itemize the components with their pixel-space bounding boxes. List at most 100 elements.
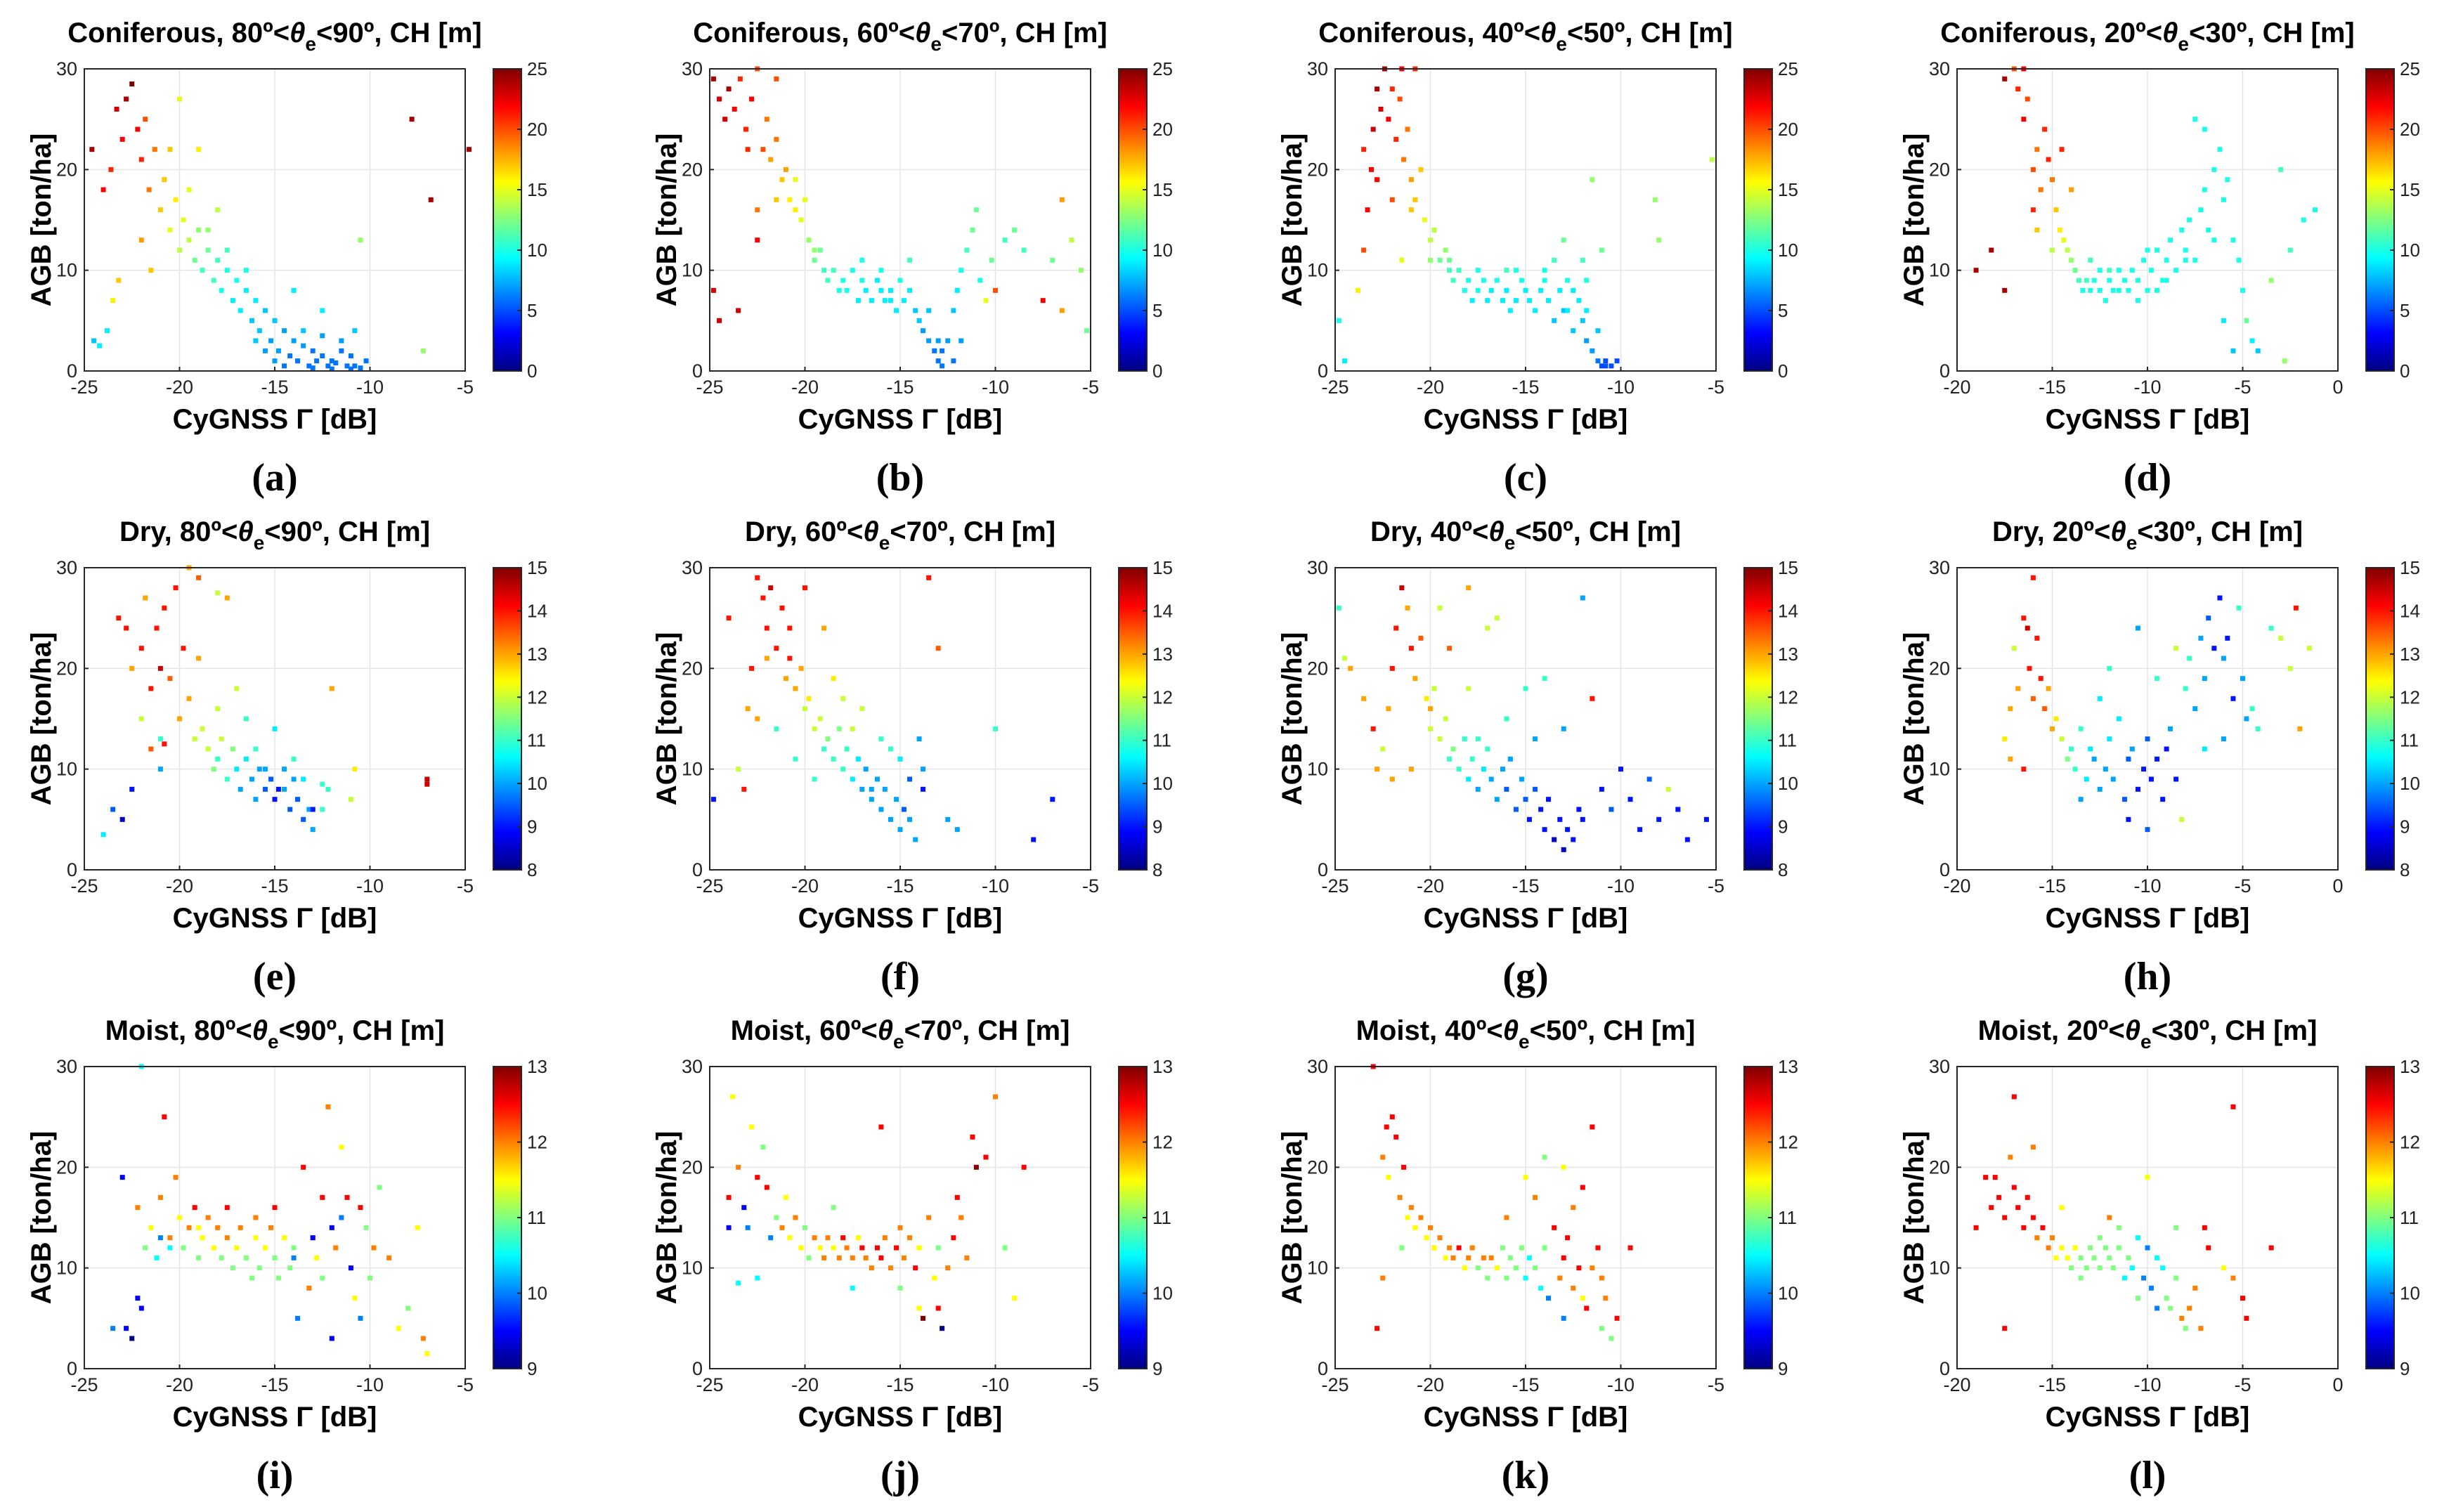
data-point xyxy=(760,1145,766,1150)
data-point xyxy=(2021,1225,2027,1230)
colorbar xyxy=(2366,1067,2394,1369)
panel-g: -25 -20 -15 -10 -5 0 10 20 30 CyGNSS Γ [dB] AGB [t… xyxy=(1277,516,1798,998)
data-point xyxy=(993,1094,998,1100)
chart-title: Coniferous, 40º<θe<50º, CH [m] xyxy=(1318,18,1732,55)
x-tick-label: -10 xyxy=(2133,875,2161,897)
data-point xyxy=(162,741,167,747)
data-point xyxy=(921,1315,926,1321)
data-point xyxy=(743,126,748,132)
data-point xyxy=(1428,257,1433,263)
colorbar-tick-label: 9 xyxy=(1152,1358,1162,1379)
panel-f: -25 -20 -15 -10 -5 0 10 20 30 CyGNSS Γ [dB] AGB [t… xyxy=(651,516,1173,998)
data-point xyxy=(768,585,774,591)
data-point xyxy=(320,1275,325,1281)
data-point xyxy=(806,1255,812,1260)
data-point xyxy=(2126,1255,2131,1260)
data-point xyxy=(325,786,331,792)
data-point xyxy=(363,1225,369,1230)
data-point xyxy=(926,308,932,313)
data-point xyxy=(840,1235,846,1241)
y-tick-label: 10 xyxy=(56,759,77,780)
colorbar-tick-label: 10 xyxy=(1778,773,1798,794)
data-point xyxy=(186,696,192,701)
data-point xyxy=(1481,278,1486,283)
data-point xyxy=(1703,816,1709,822)
data-point xyxy=(110,298,116,304)
x-tick-label: -5 xyxy=(2234,875,2251,897)
data-point xyxy=(817,247,823,253)
data-point xyxy=(1361,247,1367,253)
data-point xyxy=(1571,1205,1576,1211)
data-point xyxy=(2168,726,2173,731)
data-point xyxy=(320,353,325,358)
data-point xyxy=(282,786,287,792)
data-point xyxy=(262,786,268,792)
data-point xyxy=(110,807,116,812)
data-point xyxy=(831,1245,836,1251)
data-point xyxy=(2155,1255,2160,1260)
x-tick-label: -20 xyxy=(1417,875,1444,897)
data-point xyxy=(1466,686,1471,691)
data-point xyxy=(2046,1245,2051,1251)
data-point xyxy=(755,1275,760,1281)
data-point xyxy=(1565,827,1571,833)
x-tick-label: -5 xyxy=(457,1374,474,1395)
x-tick-label: -5 xyxy=(1708,875,1724,897)
colorbar-tick-label: 10 xyxy=(1778,240,1798,261)
data-point xyxy=(2107,665,2112,671)
data-point xyxy=(783,167,788,172)
data-point xyxy=(1397,1194,1403,1200)
data-point xyxy=(732,106,737,112)
data-point xyxy=(1348,665,1353,671)
y-tick-label: 20 xyxy=(1929,658,1950,679)
data-point xyxy=(2002,1215,2008,1220)
title-theta: θ xyxy=(1503,1015,1519,1046)
data-point xyxy=(874,1245,880,1251)
data-point xyxy=(2148,776,2154,782)
colorbar-tick-label: 11 xyxy=(2400,730,2419,751)
data-point xyxy=(2038,187,2043,193)
data-point xyxy=(2173,1275,2179,1281)
y-tick-label: 30 xyxy=(56,1056,77,1077)
data-point xyxy=(167,227,173,233)
data-point xyxy=(907,257,913,263)
colorbar xyxy=(1744,69,1772,371)
data-point xyxy=(2025,625,2030,631)
data-point xyxy=(755,237,760,243)
data-point xyxy=(268,1225,274,1230)
data-point xyxy=(2173,646,2179,651)
data-point xyxy=(2148,1285,2154,1291)
data-point xyxy=(196,227,202,233)
y-tick-label: 20 xyxy=(1929,1156,1950,1178)
data-point xyxy=(1380,1275,1386,1281)
data-point xyxy=(1504,268,1509,273)
data-point xyxy=(2206,1245,2211,1251)
y-tick-label: 10 xyxy=(56,1258,77,1279)
data-point xyxy=(1378,106,1384,112)
data-point xyxy=(1059,197,1065,202)
data-point xyxy=(779,1225,785,1230)
data-point xyxy=(894,308,899,313)
data-point xyxy=(1656,237,1662,243)
data-point xyxy=(2088,1245,2093,1251)
panel-label: (j) xyxy=(880,1454,920,1497)
data-point xyxy=(2030,1215,2036,1220)
data-point xyxy=(806,696,812,701)
colorbar-tick-label: 10 xyxy=(1152,240,1173,261)
data-point xyxy=(2002,736,2008,742)
data-point xyxy=(821,268,827,273)
title-subscript: e xyxy=(1519,1031,1530,1052)
data-point xyxy=(2069,187,2074,193)
data-point xyxy=(1538,807,1544,812)
data-point xyxy=(135,1296,141,1301)
data-point xyxy=(2221,1265,2226,1271)
y-tick-label: 10 xyxy=(1929,759,1950,780)
x-tick-label: -25 xyxy=(696,1374,723,1395)
colorbar xyxy=(1119,1067,1147,1369)
data-point xyxy=(1627,797,1633,802)
data-point xyxy=(157,1194,163,1200)
data-point xyxy=(1475,1265,1481,1271)
colorbar-tick-label: 10 xyxy=(1778,1283,1798,1304)
colorbar xyxy=(1119,69,1147,371)
data-point xyxy=(717,96,722,102)
